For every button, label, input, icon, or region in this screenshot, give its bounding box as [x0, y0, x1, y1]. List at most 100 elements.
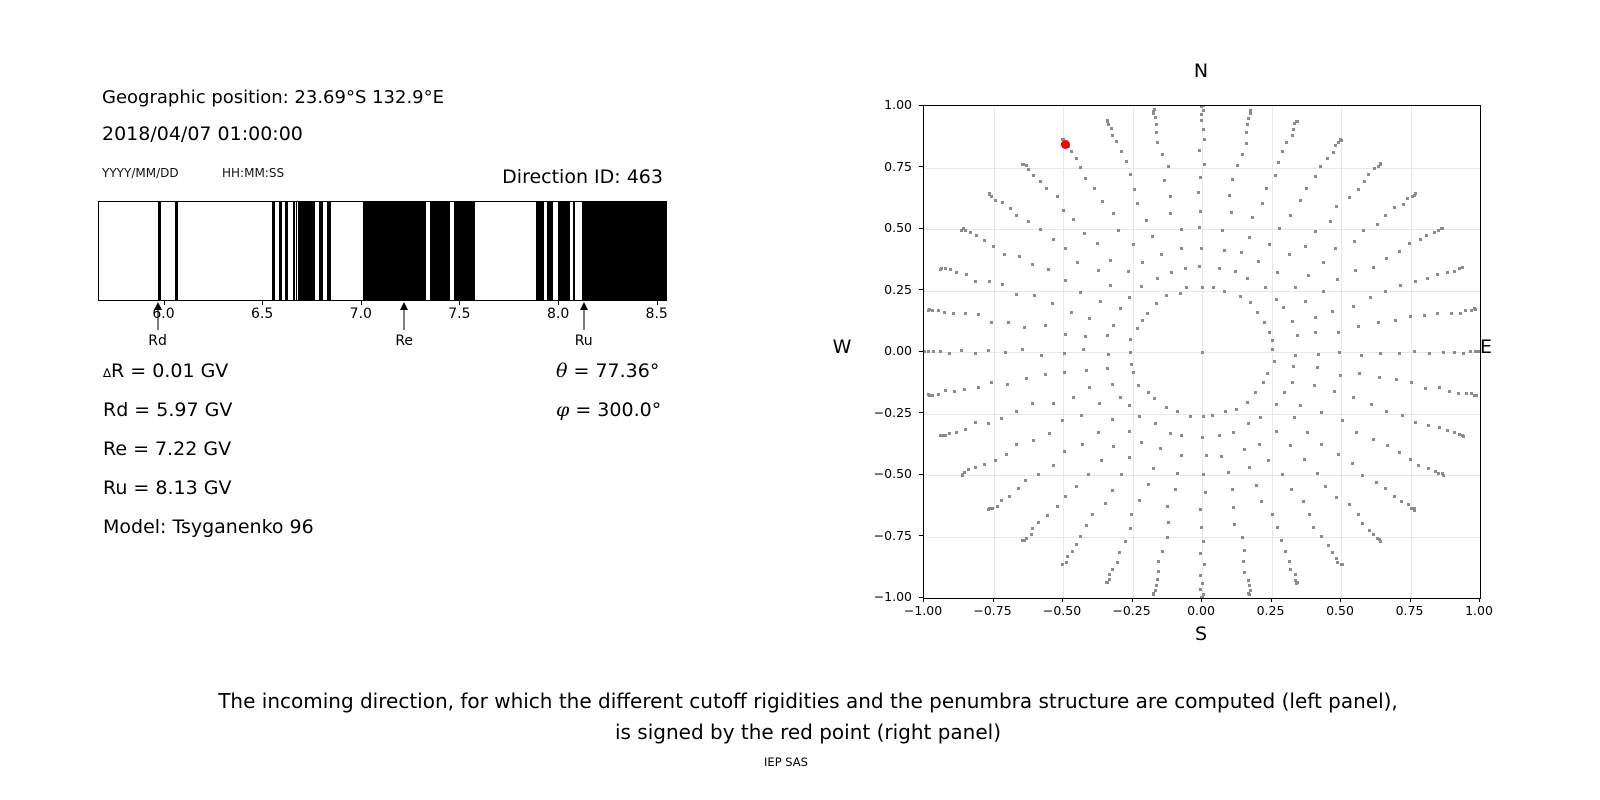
grid-dot [1202, 473, 1206, 476]
grid-dot [1199, 119, 1203, 122]
parameter-line: Model: Tsyganenko 96 [103, 516, 314, 538]
grid-dot [960, 349, 964, 353]
grid-dot [1441, 351, 1445, 355]
grid-dot [1248, 584, 1252, 588]
grid-dot [1217, 433, 1221, 437]
grid-dot [1000, 499, 1003, 503]
grid-dot [1437, 425, 1441, 429]
grid-dot [973, 279, 977, 283]
grid-dot [1180, 247, 1184, 251]
grid-dot [1033, 293, 1036, 297]
grid-dot [1048, 432, 1052, 436]
grid-dot [1248, 465, 1252, 469]
rigidity-axis-tick-label: 6.5 [250, 306, 274, 322]
grid-dot [1080, 442, 1084, 446]
grid-dot [1159, 447, 1163, 451]
grid-dot [1461, 434, 1465, 438]
grid-dot [1406, 197, 1410, 201]
time-format-label: HH:MM:SS [222, 166, 285, 180]
grid-dot [1244, 131, 1248, 135]
grid-dot [1230, 488, 1234, 492]
grid-dot [1249, 108, 1253, 112]
grid-dot [1322, 261, 1326, 265]
grid-dot [1110, 567, 1114, 571]
grid-dot [1255, 311, 1259, 315]
cutoff-marker-arrowhead [579, 302, 588, 310]
grid-dot [1128, 404, 1132, 408]
grid-dot [1104, 501, 1108, 505]
grid-dot [1153, 116, 1157, 120]
grid-dot [1308, 513, 1311, 517]
grid-dot [1357, 512, 1361, 516]
grid-dot [995, 504, 999, 508]
grid-dot [1063, 278, 1067, 282]
grid-dot [1318, 164, 1322, 168]
grid-dot [1235, 164, 1239, 168]
grid-dot [1273, 359, 1276, 363]
datetime-text: 2018/04/07 01:00:00 [102, 123, 303, 145]
grid-dot [1201, 596, 1204, 598]
grid-dot [1130, 362, 1134, 366]
grid-dot [990, 194, 994, 198]
grid-dot [1060, 562, 1064, 566]
gridline-horizontal [924, 475, 1480, 476]
grid-dot [1355, 431, 1359, 435]
grid-dot [1016, 487, 1020, 490]
grid-dot [1120, 149, 1124, 153]
penumbra-allowed-band [326, 202, 331, 300]
grid-dot [1248, 111, 1252, 115]
grid-dot [1408, 457, 1412, 461]
grid-dot [1064, 246, 1068, 250]
grid-dot [1458, 311, 1462, 315]
grid-dot [1166, 165, 1170, 169]
grid-dot [1248, 300, 1252, 304]
grid-dot [1315, 472, 1319, 476]
greek-symbol: φ [556, 399, 570, 421]
grid-dot [1204, 491, 1208, 495]
cutoff-marker-label: Ru [574, 333, 593, 349]
grid-dot [1201, 436, 1204, 440]
grid-dot [1354, 268, 1357, 272]
grid-dot [936, 393, 940, 396]
grid-dot [1202, 562, 1206, 566]
grid-dot [1427, 423, 1431, 427]
grid-dot [1201, 108, 1205, 112]
grid-dot [1376, 164, 1380, 168]
gridline-horizontal [924, 167, 1480, 169]
grid-dot [1154, 122, 1158, 126]
grid-dot [1302, 457, 1306, 461]
grid-dot [1401, 414, 1404, 418]
grid-dot [1071, 218, 1075, 222]
grid-dot [1022, 538, 1026, 542]
grid-dot [1027, 168, 1031, 172]
grid-dot [1152, 111, 1156, 115]
grid-dot [951, 311, 955, 315]
grid-dot [1326, 544, 1330, 548]
grid-dot [1385, 410, 1389, 414]
grid-dot [1298, 199, 1302, 203]
grid-dot [1268, 331, 1272, 335]
grid-dot [1289, 444, 1293, 447]
cutoff-marker-label: Rd [148, 333, 167, 349]
grid-dot [1270, 513, 1274, 517]
grid-dot [1393, 494, 1397, 498]
grid-dot [1075, 484, 1079, 488]
compass-label-south: S [1194, 623, 1208, 645]
grid-dot [1099, 299, 1103, 303]
grid-dot [1275, 526, 1279, 530]
grid-dot [1084, 368, 1088, 372]
penumbra-allowed-band [174, 202, 179, 300]
grid-dot [1052, 401, 1055, 405]
grid-dot [959, 228, 963, 232]
grid-dot [1199, 573, 1203, 577]
grid-dot [1334, 247, 1338, 251]
parameter-line: Ru = 8.13 GV [103, 477, 232, 499]
geographic-position-text: Geographic position: 23.69°S 132.9°E [102, 87, 445, 108]
grid-dot [1377, 375, 1381, 379]
cutoff-marker-label: Re [395, 333, 414, 349]
grid-dot [1037, 520, 1041, 524]
penumbra-allowed-band [158, 202, 162, 300]
grid-dot [1384, 487, 1388, 491]
grid-dot [1273, 174, 1277, 178]
delta-symbol: ∆ [103, 366, 112, 380]
